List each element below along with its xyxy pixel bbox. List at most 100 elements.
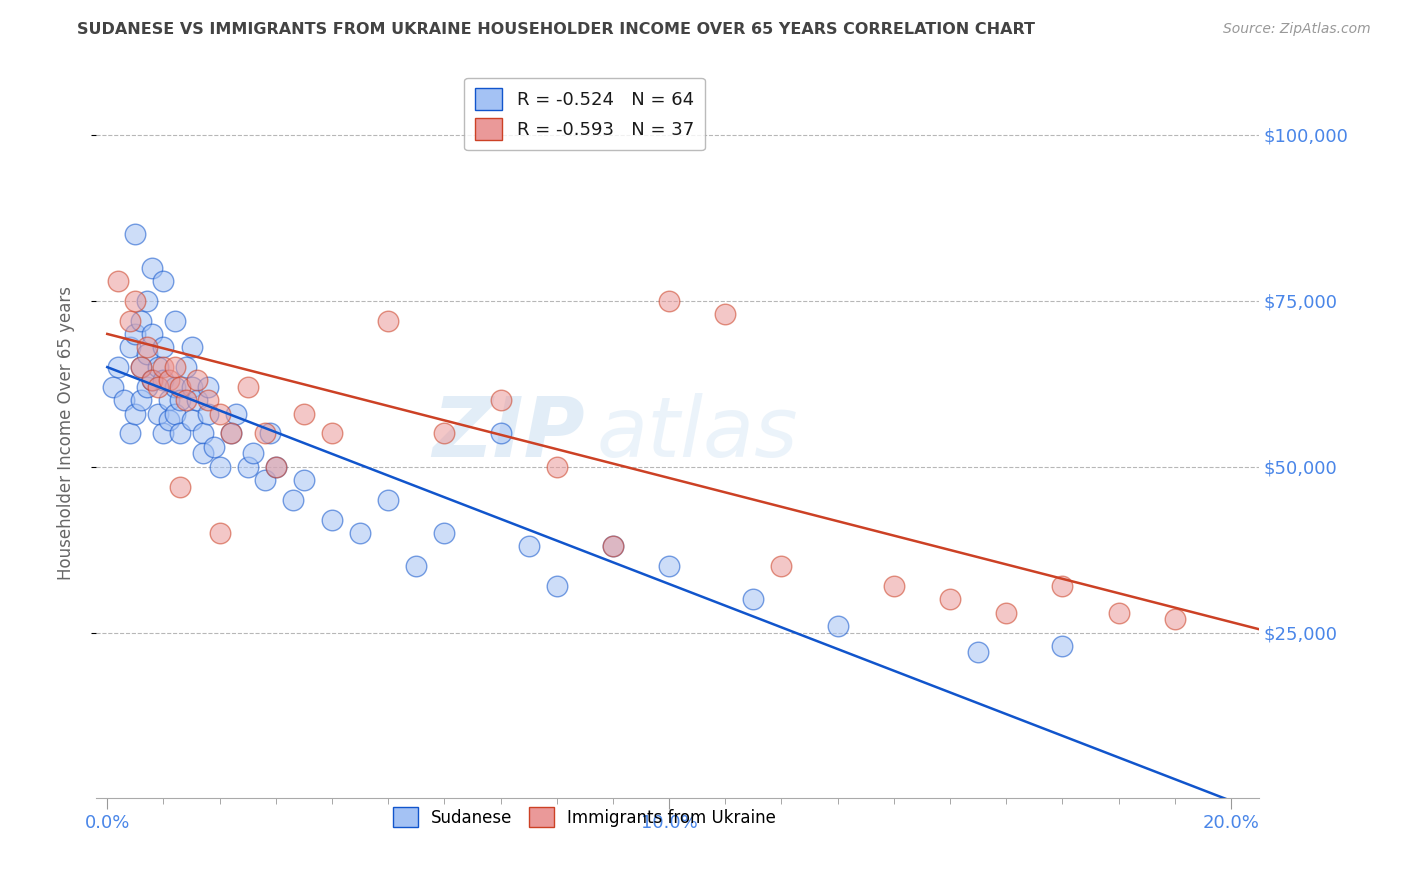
Point	[202, 440, 225, 454]
Point	[883, 579, 905, 593]
Point	[264, 459, 287, 474]
Point	[281, 492, 304, 507]
Point	[742, 592, 765, 607]
Point	[129, 393, 152, 408]
Point	[208, 407, 231, 421]
Point	[292, 473, 315, 487]
Point	[163, 360, 186, 375]
Point	[124, 227, 146, 242]
Point	[714, 307, 737, 321]
Point	[141, 326, 163, 341]
Point	[658, 559, 681, 574]
Point	[236, 380, 259, 394]
Point	[939, 592, 962, 607]
Point	[191, 426, 214, 441]
Point	[146, 360, 169, 375]
Point	[118, 426, 141, 441]
Point	[169, 479, 191, 493]
Point	[602, 539, 624, 553]
Text: atlas: atlas	[596, 393, 797, 474]
Point	[1052, 579, 1074, 593]
Point	[129, 313, 152, 327]
Point	[124, 293, 146, 308]
Point	[180, 380, 202, 394]
Y-axis label: Householder Income Over 65 years: Householder Income Over 65 years	[58, 286, 75, 581]
Point	[152, 426, 174, 441]
Point	[1164, 612, 1187, 626]
Point	[157, 413, 180, 427]
Point	[174, 393, 197, 408]
Point	[163, 407, 186, 421]
Point	[658, 293, 681, 308]
Point	[377, 313, 399, 327]
Point	[157, 373, 180, 387]
Point	[292, 407, 315, 421]
Point	[208, 526, 231, 541]
Point	[157, 393, 180, 408]
Point	[967, 645, 990, 659]
Point	[995, 606, 1018, 620]
Point	[118, 313, 141, 327]
Point	[236, 459, 259, 474]
Point	[264, 459, 287, 474]
Point	[1108, 606, 1130, 620]
Point	[219, 426, 242, 441]
Point	[225, 407, 247, 421]
Text: Source: ZipAtlas.com: Source: ZipAtlas.com	[1223, 22, 1371, 37]
Point	[377, 492, 399, 507]
Point	[489, 393, 512, 408]
Point	[163, 313, 186, 327]
Point	[124, 407, 146, 421]
Point	[253, 426, 276, 441]
Point	[259, 426, 281, 441]
Point	[135, 380, 157, 394]
Point	[433, 426, 456, 441]
Point	[129, 360, 152, 375]
Point	[197, 407, 219, 421]
Point	[180, 340, 202, 354]
Point	[191, 446, 214, 460]
Point	[219, 426, 242, 441]
Point	[827, 619, 849, 633]
Text: ZIP: ZIP	[432, 393, 585, 474]
Point	[141, 260, 163, 275]
Point	[107, 360, 129, 375]
Point	[146, 380, 169, 394]
Point	[186, 393, 208, 408]
Point	[152, 274, 174, 288]
Point	[152, 373, 174, 387]
Point	[208, 459, 231, 474]
Point	[135, 347, 157, 361]
Point	[546, 459, 568, 474]
Point	[141, 373, 163, 387]
Point	[242, 446, 264, 460]
Point	[129, 360, 152, 375]
Point	[197, 380, 219, 394]
Point	[174, 360, 197, 375]
Text: SUDANESE VS IMMIGRANTS FROM UKRAINE HOUSEHOLDER INCOME OVER 65 YEARS CORRELATION: SUDANESE VS IMMIGRANTS FROM UKRAINE HOUS…	[77, 22, 1035, 37]
Legend: Sudanese, Immigrants from Ukraine: Sudanese, Immigrants from Ukraine	[387, 800, 783, 834]
Point	[152, 340, 174, 354]
Point	[135, 293, 157, 308]
Point	[180, 413, 202, 427]
Point	[169, 380, 191, 394]
Point	[349, 526, 371, 541]
Point	[489, 426, 512, 441]
Point	[546, 579, 568, 593]
Point	[770, 559, 793, 574]
Point	[321, 513, 343, 527]
Point	[152, 360, 174, 375]
Point	[163, 380, 186, 394]
Point	[197, 393, 219, 408]
Point	[321, 426, 343, 441]
Point	[1052, 639, 1074, 653]
Point	[118, 340, 141, 354]
Point	[169, 393, 191, 408]
Point	[602, 539, 624, 553]
Point	[433, 526, 456, 541]
Point	[186, 373, 208, 387]
Point	[107, 274, 129, 288]
Point	[101, 380, 124, 394]
Point	[112, 393, 135, 408]
Point	[517, 539, 540, 553]
